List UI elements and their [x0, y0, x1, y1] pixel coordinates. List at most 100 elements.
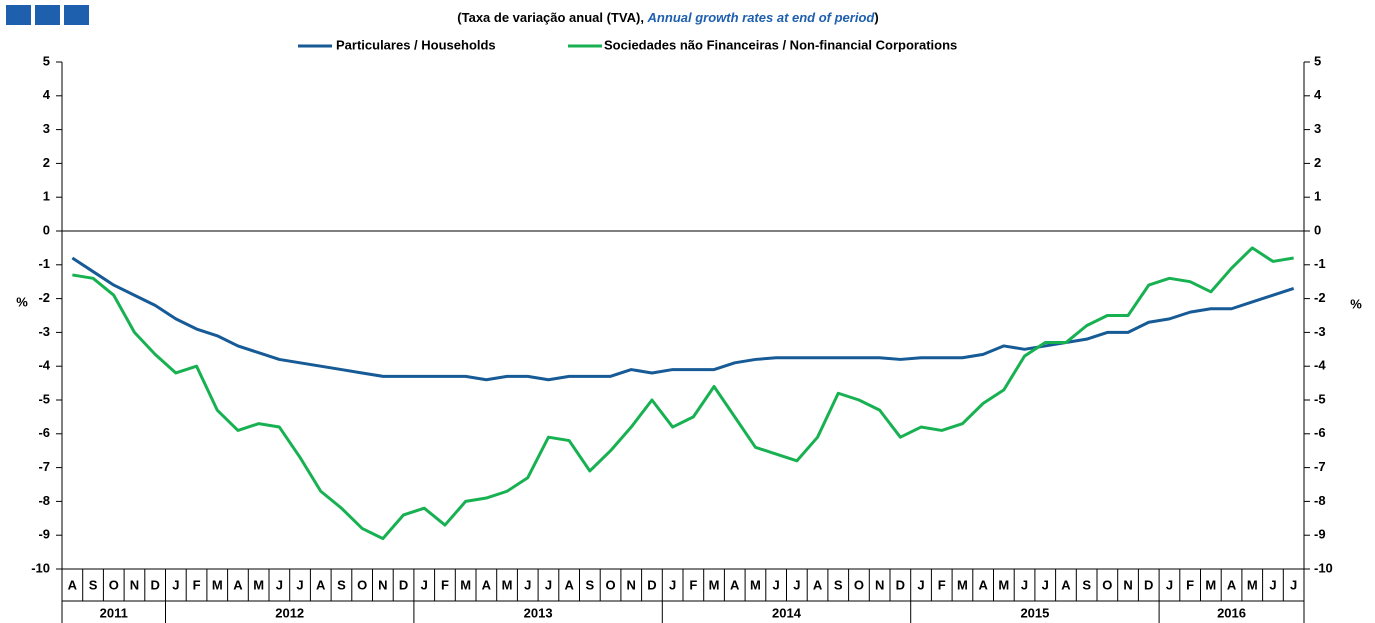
x-tick-label: J — [773, 577, 780, 592]
x-tick-label: M — [709, 577, 720, 592]
x-tick-label: A — [978, 577, 988, 592]
y2-tick-label: 5 — [1314, 53, 1321, 68]
y-tick-label: -10 — [31, 560, 50, 575]
y2-tick-label: -5 — [1314, 391, 1326, 406]
x-tick-label: S — [586, 577, 595, 592]
y-tick-label: -8 — [38, 493, 50, 508]
x-tick-label: A — [564, 577, 574, 592]
x-tick-label: O — [1102, 577, 1112, 592]
y-tick-label: 5 — [43, 53, 50, 68]
x-tick-label: M — [502, 577, 513, 592]
y2-tick-label: -1 — [1314, 256, 1326, 271]
x-tick-label: S — [834, 577, 843, 592]
x-tick-label: D — [150, 577, 159, 592]
title-part: ) — [874, 10, 878, 25]
x-tick-label: M — [957, 577, 968, 592]
y2-tick-label: 4 — [1314, 87, 1322, 102]
y2-tick-label: 0 — [1314, 222, 1321, 237]
logo-block — [64, 5, 89, 25]
x-tick-label: M — [460, 577, 471, 592]
x-tick-label: D — [399, 577, 408, 592]
year-label: 2011 — [100, 605, 128, 620]
x-tick-label: A — [1061, 577, 1071, 592]
x-tick-label: F — [1186, 577, 1194, 592]
x-tick-label: D — [647, 577, 656, 592]
x-tick-label: O — [109, 577, 119, 592]
title-part: (Taxa de variação anual (TVA), — [457, 10, 647, 25]
y2-tick-label: 3 — [1314, 121, 1321, 136]
y2-tick-label: 2 — [1314, 155, 1321, 170]
y-tick-label: -3 — [38, 324, 50, 339]
x-tick-label: D — [896, 577, 905, 592]
x-tick-label: J — [421, 577, 428, 592]
x-tick-label: O — [854, 577, 864, 592]
x-tick-label: J — [669, 577, 676, 592]
y2-axis-label: % — [1350, 296, 1362, 311]
y-tick-label: -9 — [38, 527, 50, 542]
x-tick-label: F — [689, 577, 697, 592]
y2-tick-label: 1 — [1314, 189, 1321, 204]
x-tick-label: M — [750, 577, 761, 592]
logo-block — [6, 5, 31, 25]
year-label: 2013 — [524, 605, 553, 620]
chart-title: (Taxa de variação anual (TVA), Annual gr… — [457, 10, 878, 25]
series-line — [71, 256, 1295, 382]
x-tick-label: M — [253, 577, 264, 592]
x-tick-label: A — [730, 577, 740, 592]
y-tick-label: -2 — [38, 290, 50, 305]
y2-tick-label: -8 — [1314, 493, 1326, 508]
x-tick-label: S — [89, 577, 98, 592]
x-tick-label: J — [1166, 577, 1173, 592]
legend-label: Particulares / Households — [336, 37, 496, 52]
x-tick-label: J — [524, 577, 531, 592]
legend-label: Sociedades não Financeiras / Non-financi… — [604, 37, 957, 52]
x-tick-label: A — [233, 577, 243, 592]
x-tick-label: O — [357, 577, 367, 592]
x-tick-label: J — [793, 577, 800, 592]
x-tick-label: J — [1021, 577, 1028, 592]
x-tick-label: F — [441, 577, 449, 592]
y-tick-label: 1 — [43, 189, 50, 204]
y2-tick-label: -10 — [1314, 560, 1333, 575]
x-tick-label: N — [875, 577, 884, 592]
y2-tick-label: -7 — [1314, 459, 1326, 474]
y-tick-label: -7 — [38, 459, 50, 474]
y-tick-label: -6 — [38, 425, 50, 440]
y2-tick-label: -9 — [1314, 527, 1326, 542]
logo-block — [35, 5, 60, 25]
x-tick-label: F — [193, 577, 201, 592]
x-tick-label: J — [1042, 577, 1049, 592]
x-tick-label: J — [172, 577, 179, 592]
y-tick-label: 0 — [43, 222, 50, 237]
x-tick-label: A — [1227, 577, 1237, 592]
x-tick-label: D — [1144, 577, 1153, 592]
x-tick-label: M — [212, 577, 223, 592]
y-tick-label: -1 — [38, 256, 50, 271]
x-tick-label: S — [1082, 577, 1091, 592]
title-part: Annual growth rates at end of period — [647, 10, 876, 25]
x-tick-label: N — [1123, 577, 1132, 592]
x-tick-label: J — [296, 577, 303, 592]
series-line — [72, 246, 1294, 541]
x-tick-label: A — [316, 577, 326, 592]
x-tick-label: M — [1247, 577, 1258, 592]
y-axis-label: % — [16, 294, 28, 309]
year-label: 2014 — [772, 605, 802, 620]
year-label: 2015 — [1020, 605, 1049, 620]
x-tick-label: O — [605, 577, 615, 592]
x-tick-label: A — [482, 577, 492, 592]
x-tick-label: S — [337, 577, 346, 592]
x-tick-label: N — [130, 577, 139, 592]
y2-tick-label: -4 — [1314, 358, 1326, 373]
y-tick-label: 4 — [43, 87, 51, 102]
y2-tick-label: -3 — [1314, 324, 1326, 339]
x-tick-label: M — [1205, 577, 1216, 592]
x-tick-label: F — [938, 577, 946, 592]
x-tick-label: N — [627, 577, 636, 592]
y2-tick-label: -6 — [1314, 425, 1326, 440]
x-tick-label: J — [545, 577, 552, 592]
y-tick-label: -5 — [38, 391, 50, 406]
x-tick-label: M — [998, 577, 1009, 592]
x-tick-label: J — [917, 577, 924, 592]
